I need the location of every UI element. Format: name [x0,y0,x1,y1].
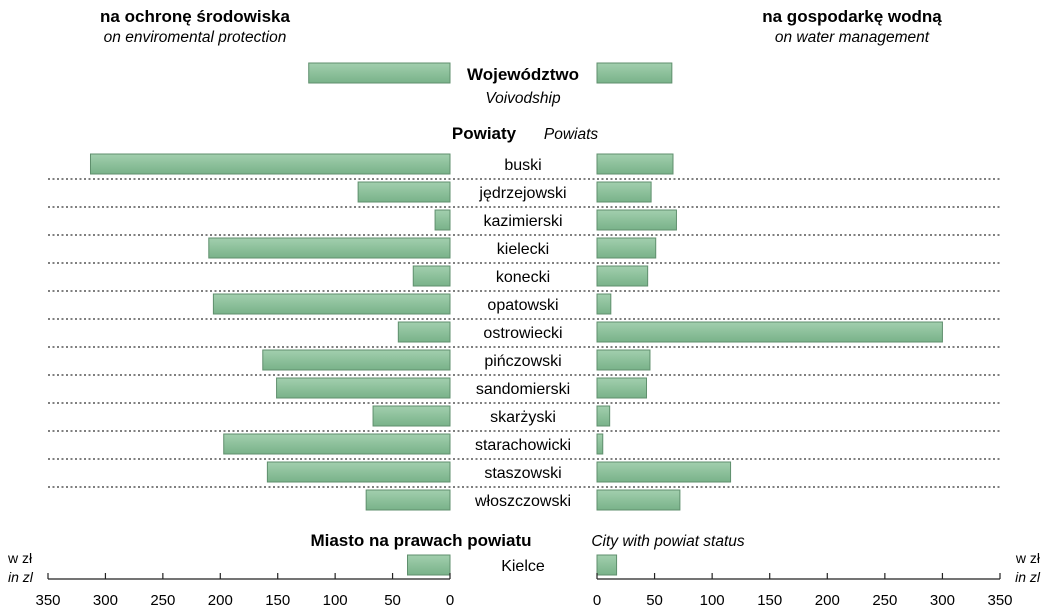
right-axis-tick-label-4: 200 [815,592,840,609]
left-unit-pl: w zł [7,550,33,566]
right-bar-11 [596,461,732,483]
right-axis-tick-label-6: 300 [930,592,955,609]
right-bar-5 [596,293,612,315]
city-right-bar [596,554,618,576]
right-bar-1 [596,181,652,203]
left-axis-tick-label-0: 350 [35,592,60,609]
right-bar-7 [596,349,651,371]
right-bar-10 [596,433,604,455]
right-bar-2 [596,209,677,231]
category-label-12: włoszczowski [474,493,571,510]
city-left-bar [407,554,451,576]
left-axis-tick-label-6: 50 [384,592,401,609]
left-unit-en: in zl [8,569,34,585]
left-axis-tick-label-5: 100 [323,592,348,609]
voivodship-label-pl: Województwo [467,65,579,84]
right-bar-8 [596,377,648,399]
right-bar-6 [596,321,943,343]
right-axis-tick-label-5: 250 [872,592,897,609]
left-bar-8 [276,377,451,399]
voivodship-right-bar [596,62,673,84]
category-label-7: pińczowski [484,353,561,370]
left-axis-tick-label-2: 250 [150,592,175,609]
right-axis-tick-label-2: 100 [700,592,725,609]
left-bar-11 [266,461,451,483]
city-heading-pl: Miasto na prawach powiatu [310,531,531,550]
right-bar-4 [596,265,649,287]
left-bar-3 [208,237,451,259]
right-axis-tick-label-7: 350 [987,592,1012,609]
category-label-9: skarżyski [490,409,556,426]
right-bar-3 [596,237,657,259]
category-label-8: sandomierski [476,381,570,398]
category-label-5: opatowski [487,297,558,314]
city-heading-en: City with powiat status [591,533,745,550]
left-bar-6 [397,321,451,343]
category-label-11: staszowski [484,465,561,482]
left-bar-4 [412,265,451,287]
left-axis-tick-label-3: 200 [208,592,233,609]
category-label-6: ostrowiecki [483,325,562,342]
right-header-en: on water management [775,29,930,46]
category-label-4: konecki [496,269,550,286]
powiats-heading-en: Powiats [544,126,599,143]
left-bar-10 [223,433,451,455]
left-bar-12 [365,489,451,511]
voivodship-label-en: Voivodship [485,90,561,107]
category-label-10: starachowicki [475,437,571,454]
left-axis-tick-label-1: 300 [93,592,118,609]
right-bar-9 [596,405,611,427]
right-axis-tick-label-0: 0 [593,592,601,609]
city-label: Kielce [501,558,545,575]
right-axis-tick-label-3: 150 [757,592,782,609]
voivodship-left-bar [308,62,451,84]
left-header-en: on enviromental protection [104,29,287,46]
left-bar-2 [434,209,451,231]
left-header-pl: na ochronę środowiska [100,7,290,26]
left-bar-9 [372,405,451,427]
right-unit-en: in zl [1015,569,1041,585]
powiats-heading-pl: Powiaty [452,124,517,143]
left-bar-7 [262,349,451,371]
left-bar-1 [357,181,451,203]
left-bar-0 [89,153,451,175]
left-axis-tick-label-4: 150 [265,592,290,609]
category-label-0: buski [504,157,541,174]
right-header-pl: na gospodarkę wodną [762,7,942,26]
right-axis-tick-label-1: 50 [646,592,663,609]
left-axis-tick-label-7: 0 [446,592,454,609]
category-label-2: kazimierski [483,213,562,230]
category-label-1: jędrzejowski [478,185,566,202]
category-label-3: kielecki [497,241,549,258]
right-bar-12 [596,489,681,511]
right-bar-0 [596,153,674,175]
right-unit-pl: w zł [1015,550,1041,566]
left-bar-5 [212,293,451,315]
